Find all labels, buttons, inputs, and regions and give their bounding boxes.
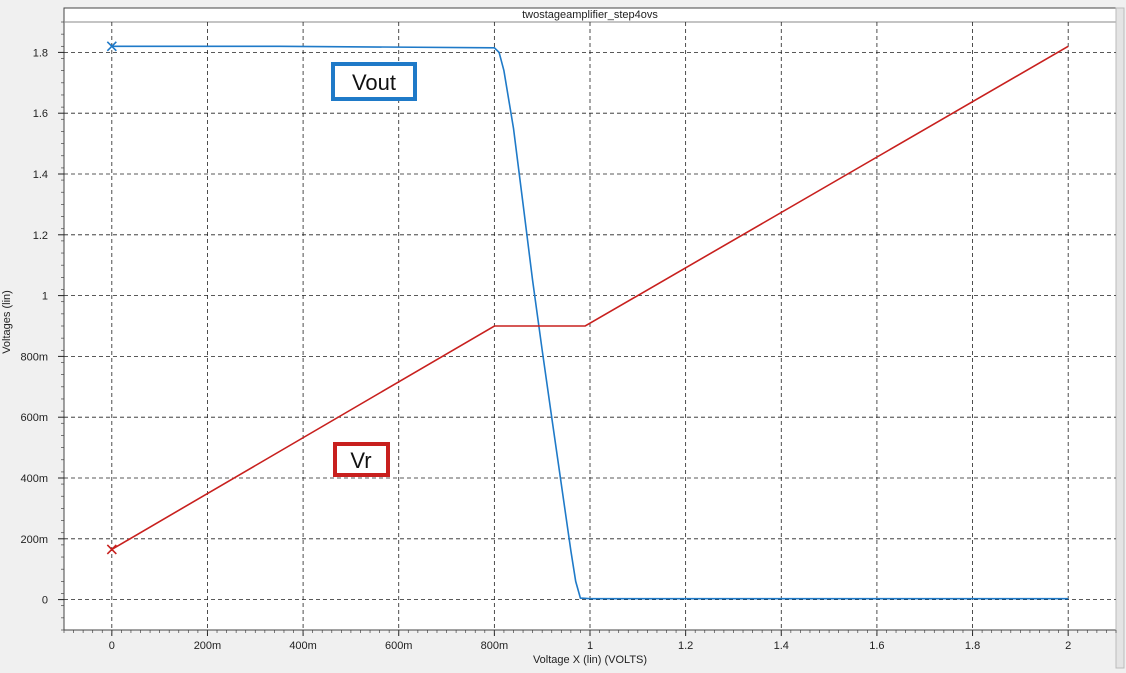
x-tick-label: 2 <box>1065 640 1071 652</box>
y-axis-label: Voltages (lin) <box>1 290 13 354</box>
x-axis-label: Voltage X (lin) (VOLTS) <box>533 654 647 666</box>
vr-label-box <box>333 442 390 477</box>
x-tick-label: 1.2 <box>678 640 693 652</box>
x-tick-label: 0 <box>109 640 115 652</box>
y-tick-label: 1 <box>42 291 48 303</box>
grid-lines <box>64 22 1116 630</box>
y-tick-label: 200m <box>20 534 48 546</box>
vout-start-marker <box>106 41 117 52</box>
y-tick-label: 1.6 <box>33 108 48 120</box>
y-tick-label: 400m <box>20 473 48 485</box>
y-tick-label: 800m <box>20 351 48 363</box>
y-tick-label: 0 <box>42 595 48 607</box>
vr-start-marker <box>106 544 117 555</box>
vout-series-line <box>111 45 1069 600</box>
y-tick-label: 600m <box>20 412 48 424</box>
series-annotations: Vout Vr <box>331 62 417 477</box>
axis-ticks: 0 200m 400m 600m 800m 1 1.2 1.4 1.6 1.8 2 0 200m 400m… <box>20 21 1117 652</box>
y-tick-label: 1.8 <box>33 47 48 59</box>
chart-title: twostageamplifier_step4ovs <box>522 9 658 21</box>
x-tick-label: 1.4 <box>774 640 789 652</box>
x-tick-label: 400m <box>289 640 317 652</box>
x-tick-label: 200m <box>194 640 222 652</box>
y-tick-label: 1.4 <box>33 169 48 181</box>
x-tick-label: 1 <box>587 640 593 652</box>
vr-series-line <box>111 45 1069 551</box>
vout-label: Vout <box>352 70 396 95</box>
x-tick-label: 800m <box>481 640 509 652</box>
x-tick-label: 600m <box>385 640 413 652</box>
scrollbar-right[interactable] <box>1115 7 1125 669</box>
series-lines <box>106 41 1069 600</box>
x-tick-label: 1.8 <box>965 640 980 652</box>
vout-label-box <box>331 62 417 101</box>
x-tick-label: 1.6 <box>869 640 884 652</box>
vr-label: Vr <box>350 448 371 473</box>
y-tick-label: 1.2 <box>33 230 48 242</box>
